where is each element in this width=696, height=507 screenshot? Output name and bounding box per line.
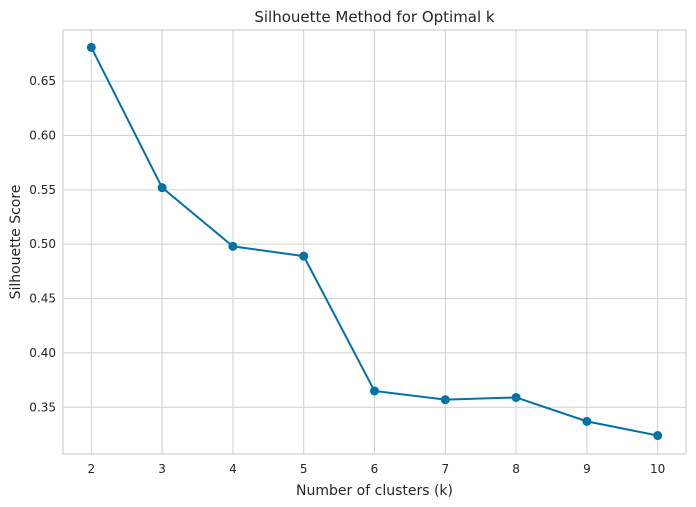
data-point — [299, 251, 309, 261]
data-point — [653, 431, 663, 441]
data-point — [582, 416, 592, 426]
chart-title: Silhouette Method for Optimal k — [254, 8, 495, 26]
data-point — [157, 183, 167, 193]
y-tick-label: 0.60 — [29, 128, 56, 142]
x-tick-label: 4 — [229, 462, 237, 476]
series-layer — [86, 42, 663, 441]
y-axis-title: Silhouette Score — [8, 185, 24, 300]
y-tick-label: 0.65 — [29, 74, 56, 88]
data-point — [228, 241, 238, 251]
x-tick-label: 7 — [441, 462, 449, 476]
grid-lines — [63, 30, 686, 454]
y-tick-label: 0.50 — [29, 237, 56, 251]
y-tick-label: 0.40 — [29, 346, 56, 360]
x-tick-label: 3 — [158, 462, 166, 476]
x-tick-label: 10 — [650, 462, 665, 476]
x-tick-label: 5 — [300, 462, 308, 476]
data-point — [440, 395, 450, 405]
y-tick-label: 0.35 — [29, 400, 56, 414]
y-tick-label: 0.55 — [29, 183, 56, 197]
data-point — [86, 42, 96, 52]
x-tick-label: 2 — [87, 462, 95, 476]
tick-labels: 2 3 4 5 6 7 8 9 10 0.35 0.40 0.45 0.50 0.55 0.60 0.65 — [29, 74, 665, 476]
x-tick-label: 6 — [371, 462, 379, 476]
x-tick-label: 8 — [512, 462, 520, 476]
plot-area-frame — [62, 29, 687, 455]
data-point — [370, 386, 379, 396]
x-axis-title: Number of clusters (k) — [296, 483, 453, 499]
data-point — [511, 392, 521, 402]
x-tick-label: 9 — [583, 462, 591, 476]
y-tick-label: 0.45 — [29, 292, 56, 306]
